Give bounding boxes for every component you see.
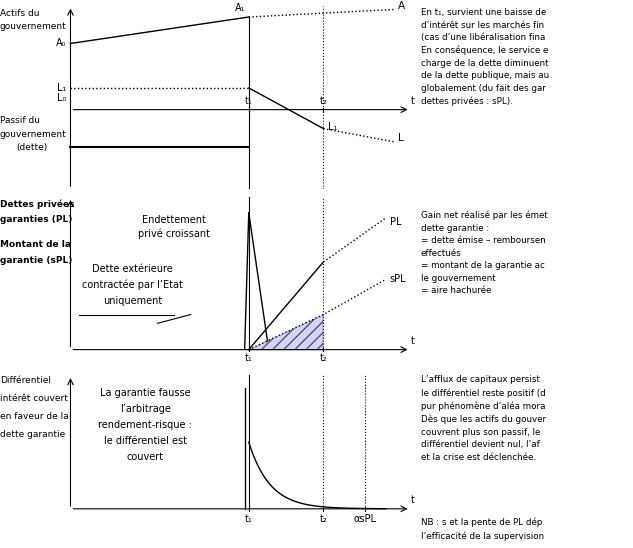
Text: t₁: t₁ bbox=[245, 96, 253, 106]
Text: Gain net réalisé par les émet
dette garantie :
= dette émise – remboursen
effect: Gain net réalisé par les émet dette gara… bbox=[421, 211, 548, 295]
Text: gouvernement: gouvernement bbox=[0, 22, 66, 31]
Text: t: t bbox=[410, 96, 415, 106]
Text: garanties (PL): garanties (PL) bbox=[0, 215, 72, 224]
Text: t₁: t₁ bbox=[245, 514, 253, 524]
Polygon shape bbox=[249, 315, 323, 350]
Text: (dette): (dette) bbox=[16, 143, 48, 152]
Text: Montant de la: Montant de la bbox=[0, 240, 71, 249]
Text: intérêt couvert: intérêt couvert bbox=[0, 394, 68, 403]
Text: Passif du: Passif du bbox=[0, 117, 40, 125]
Text: L’afflux de capitaux persist
le différentiel reste positif (d
pur phénomène d’al: L’afflux de capitaux persist le différen… bbox=[421, 375, 546, 461]
Text: L: L bbox=[398, 133, 404, 143]
Text: t₂: t₂ bbox=[320, 514, 327, 524]
Text: t: t bbox=[410, 336, 415, 346]
Text: L₁: L₁ bbox=[57, 83, 66, 93]
Text: garantie (sPL): garantie (sPL) bbox=[0, 256, 72, 265]
Text: t₂: t₂ bbox=[320, 96, 327, 106]
Text: sPL: sPL bbox=[390, 275, 406, 284]
Text: couvert: couvert bbox=[127, 452, 164, 462]
Text: A: A bbox=[398, 1, 405, 10]
Text: αsPL: αsPL bbox=[353, 514, 377, 524]
Text: en faveur de la: en faveur de la bbox=[0, 412, 69, 421]
Text: l’arbitrage: l’arbitrage bbox=[120, 404, 170, 414]
Text: t₂: t₂ bbox=[320, 353, 327, 363]
Text: uniquement: uniquement bbox=[103, 295, 162, 306]
Text: En t₁, survient une baisse de
d’intérêt sur les marchés fin
(cas d’une libéralis: En t₁, survient une baisse de d’intérêt … bbox=[421, 8, 549, 106]
Text: Dette extérieure: Dette extérieure bbox=[92, 264, 173, 274]
Text: dette garantie: dette garantie bbox=[0, 430, 65, 438]
Text: t: t bbox=[410, 495, 415, 505]
Text: A₁: A₁ bbox=[235, 3, 246, 13]
Text: le différentiel est: le différentiel est bbox=[104, 436, 187, 446]
Text: contractée par l’Etat: contractée par l’Etat bbox=[82, 279, 183, 290]
Text: NB : s et la pente de PL dép
l’efficacité de la supervision: NB : s et la pente de PL dép l’efficacit… bbox=[421, 518, 544, 541]
Text: La garantie fausse: La garantie fausse bbox=[100, 388, 191, 398]
Text: Différentiel: Différentiel bbox=[0, 376, 51, 385]
Text: privé croissant: privé croissant bbox=[138, 229, 210, 239]
Text: gouvernement: gouvernement bbox=[0, 130, 66, 139]
Text: L₀: L₀ bbox=[57, 93, 66, 104]
Text: t₁: t₁ bbox=[245, 353, 253, 363]
Text: PL: PL bbox=[390, 216, 401, 227]
Text: Actifs du: Actifs du bbox=[0, 9, 39, 18]
Text: A₀: A₀ bbox=[56, 38, 66, 48]
Text: rendement-risque :: rendement-risque : bbox=[98, 420, 192, 430]
Text: Dettes privées: Dettes privées bbox=[0, 199, 75, 209]
Text: L₁: L₁ bbox=[327, 122, 337, 132]
Text: Endettement: Endettement bbox=[142, 215, 206, 225]
